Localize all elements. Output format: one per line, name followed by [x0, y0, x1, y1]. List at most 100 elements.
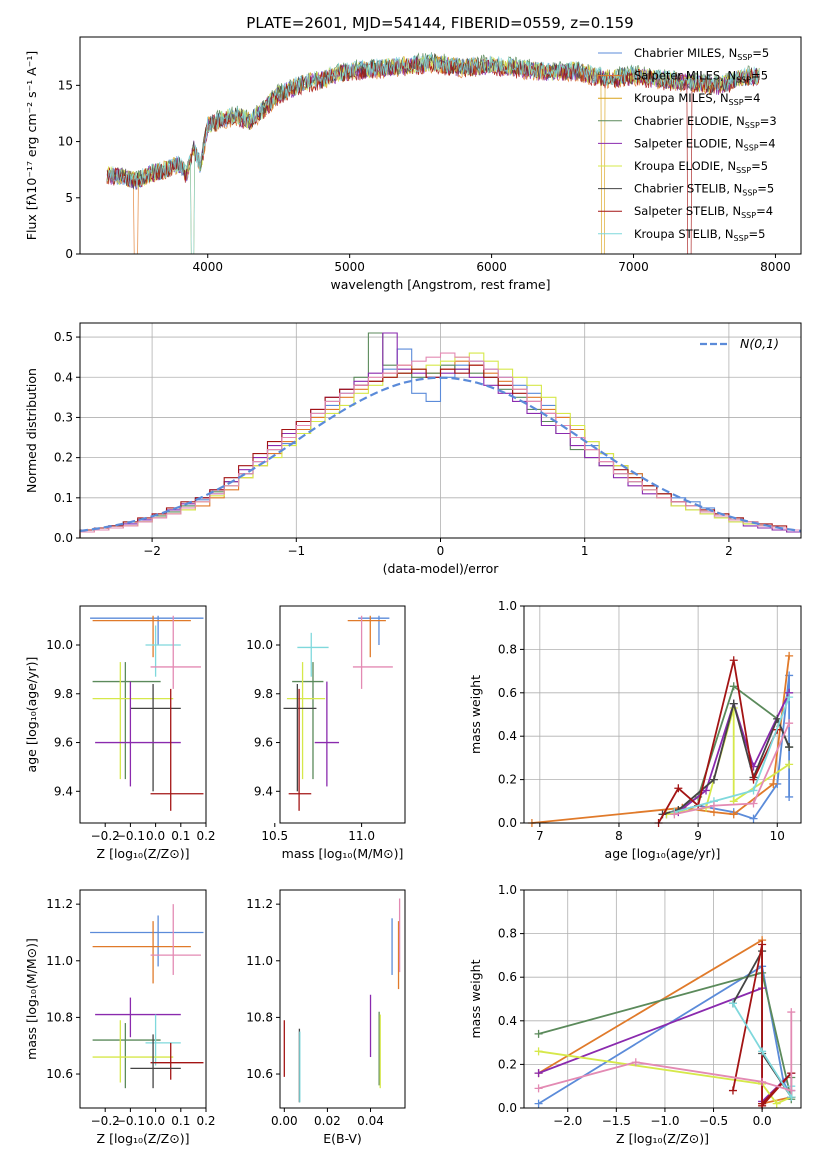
- x-tick-label: 0.00: [271, 1114, 298, 1128]
- plus-marker: [709, 801, 718, 810]
- plus-marker: [785, 760, 794, 769]
- y-tick-label: 9.8: [54, 687, 73, 701]
- panel-massweight_vs_age: 7 8 9 10 0.0 0.2 0.4 0.6 0.8 1.0 age [log₁₀(age/yr…: [468, 599, 802, 861]
- plus-marker: [709, 775, 718, 784]
- plus-marker: [758, 1047, 767, 1056]
- x-tick-label: 10.5: [261, 829, 288, 843]
- plus-marker: [729, 682, 738, 691]
- weight-line: [538, 1050, 792, 1105]
- x-tick-label: −1.5: [602, 1114, 631, 1128]
- points: [90, 904, 204, 1089]
- x-tick-label: 0.02: [314, 1114, 341, 1128]
- y-tick-label: 0.5: [54, 330, 73, 344]
- x-tick-label: 0.2: [196, 829, 215, 843]
- plus-marker: [534, 1029, 543, 1038]
- plus-marker: [749, 786, 758, 795]
- x-tick-label: −1: [287, 544, 305, 558]
- axes-frame: [523, 605, 802, 824]
- plus-marker: [785, 792, 794, 801]
- plus-marker: [785, 719, 794, 728]
- plus-marker: [729, 699, 738, 708]
- y-tick-label: 0: [65, 247, 73, 261]
- legend-entry: Kroupa MILES, NSSP=4: [634, 91, 760, 107]
- y-tick-label: 0.8: [498, 642, 517, 656]
- y-axis-label: age [log₁₀(age/yr)]: [24, 657, 39, 773]
- panel-age_vs_mass: 10.5 11.0 9.4 9.6 9.8 10.0 mass [log₁₀(M/M⊙)]: [246, 605, 406, 861]
- y-tick-label: 1.0: [498, 599, 517, 613]
- axes-frame: [279, 889, 406, 1109]
- legend-entry: Salpeter ELODIE, NSSP=4: [634, 136, 776, 152]
- y-tick-label: 0.4: [498, 729, 517, 743]
- weight-line: [657, 660, 779, 824]
- y-tick-label: 10.6: [46, 1067, 73, 1081]
- legend-entry: Salpeter MILES, NSSP=5: [634, 69, 768, 85]
- legend-entry: Kroupa ELODIE, NSSP=5: [634, 159, 768, 175]
- points: [283, 898, 401, 1103]
- y-tick-label: 10.8: [246, 1010, 273, 1024]
- histogram-step: [79, 352, 801, 538]
- x-tick-label: 0.2: [196, 1114, 215, 1128]
- x-tick-label: −0.1: [116, 829, 145, 843]
- plus-marker: [729, 810, 738, 819]
- plus-marker: [785, 651, 794, 660]
- points: [283, 615, 393, 811]
- x-axis-label: (data-model)/error: [383, 561, 500, 576]
- y-axis-label: Normed distribution: [24, 368, 39, 493]
- x-tick-label: 8: [615, 829, 623, 843]
- spectrum-line: [106, 57, 760, 255]
- x-tick-label: 6000: [476, 260, 507, 274]
- panel-age_vs_Z: −0.2−0.1 0.0 0.1 0.2 9.4 9.6 9.8 10.0 Z [log₁₀(Z…: [24, 605, 216, 861]
- y-tick-label: 9.4: [254, 784, 273, 798]
- y-tick-label: 0.2: [54, 451, 73, 465]
- y-tick-label: 9.6: [54, 736, 73, 750]
- y-tick-label: 0.0: [498, 816, 517, 830]
- y-tick-label: 9.4: [54, 784, 73, 798]
- y-axis-label: Flux [fλ10⁻¹⁷ erg cm⁻² s⁻¹ A⁻¹]: [24, 51, 39, 240]
- plus-marker: [749, 799, 758, 808]
- y-tick-label: 11.2: [246, 897, 273, 911]
- legend-entry: Chabrier MILES, NSSP=5: [634, 46, 769, 62]
- x-tick-label: 7000: [618, 260, 649, 274]
- plus-marker: [758, 1077, 767, 1086]
- legend-entry: Chabrier ELODIE, NSSP=3: [634, 114, 777, 130]
- y-tick-label: 0.4: [54, 370, 73, 384]
- y-tick-label: 11.2: [46, 897, 73, 911]
- y-tick-label: 10: [58, 135, 73, 149]
- x-tick-label: 1: [581, 544, 589, 558]
- plus-marker: [702, 786, 711, 795]
- plus-marker: [670, 810, 679, 819]
- legend-entry: Chabrier STELIB, NSSP=5: [634, 182, 774, 198]
- x-tick-label: 8000: [760, 260, 791, 274]
- x-tick-label: 11.0: [348, 829, 375, 843]
- plus-marker: [534, 1047, 543, 1056]
- spectrum-line: [106, 52, 760, 255]
- points: [90, 615, 204, 811]
- x-tick-label: 0: [437, 544, 445, 558]
- y-tick-label: 10.8: [46, 1010, 73, 1024]
- plus-marker: [749, 814, 758, 823]
- axes-frame: [523, 889, 802, 1109]
- plus-marker: [534, 1099, 543, 1108]
- x-axis-label: Z [log₁₀(Z/Z⊙)]: [97, 1131, 190, 1146]
- plus-marker: [534, 1084, 543, 1093]
- plus-marker: [769, 779, 778, 788]
- plus-marker: [631, 1058, 640, 1067]
- x-tick-label: −0.5: [699, 1114, 728, 1128]
- y-tick-label: 11.0: [246, 954, 273, 968]
- panel-residual_hist: −2 −1 0 1 2 0.0 0.1 0.2 0.3 0.4 0.5 (data-model)/er…: [24, 322, 802, 576]
- x-tick-label: −0.2: [91, 1114, 120, 1128]
- plus-marker: [674, 784, 683, 793]
- y-tick-label: 0.3: [54, 410, 73, 424]
- legend-entry: Salpeter STELIB, NSSP=4: [634, 204, 773, 220]
- x-tick-label: 0.1: [171, 829, 190, 843]
- x-tick-label: 0.0: [146, 829, 165, 843]
- y-tick-label: 0.2: [498, 773, 517, 787]
- panel-spectrum: 4000 5000 6000 7000 8000 0 5 10 15 wavelength [An…: [24, 36, 802, 292]
- x-tick-label: −0.1: [116, 1114, 145, 1128]
- x-tick-label: 10: [770, 829, 785, 843]
- y-tick-label: 9.8: [254, 687, 273, 701]
- normal-curve: [79, 376, 802, 533]
- x-axis-label: E(B-V): [323, 1131, 362, 1146]
- y-tick-label: 0.2: [498, 1057, 517, 1071]
- x-tick-label: 9: [694, 829, 702, 843]
